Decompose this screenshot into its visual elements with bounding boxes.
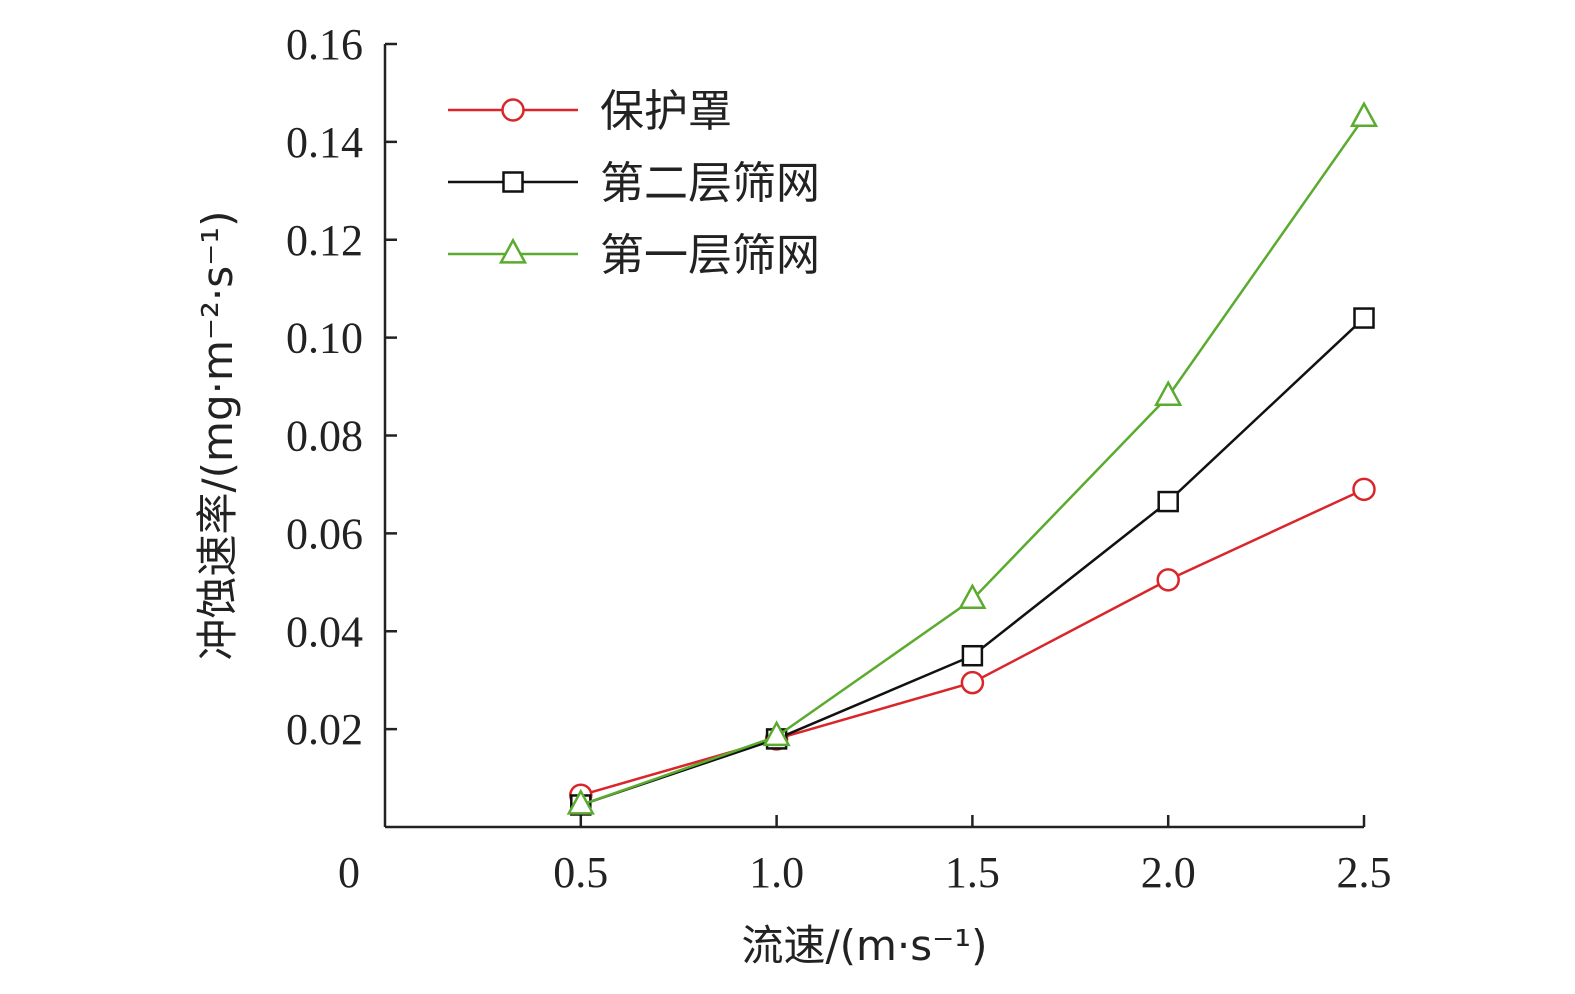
y-tick-label: 0.06: [286, 509, 363, 558]
legend-item: 第二层筛网: [448, 158, 820, 209]
data-point-square: [1353, 307, 1375, 329]
data-point-circle: [960, 670, 985, 695]
y-tick-label: 0.04: [286, 607, 363, 656]
origin-label: 0: [338, 848, 360, 897]
x-tick-label: 2.5: [1337, 848, 1392, 897]
x-tick-label: 1.0: [749, 848, 804, 897]
y-axis-title: 冲蚀速率/(mg·m⁻²·s⁻¹): [193, 210, 242, 660]
y-ticks: 0.02 0.04 0.06 0.08 0.10 0.12 0.14 0.16: [286, 20, 397, 754]
legend-item: 第一层筛网: [448, 230, 820, 281]
series-line: [580, 116, 1366, 807]
series-square: [570, 307, 1375, 816]
legend-item: 保护罩: [448, 86, 732, 137]
y-tick-label: 0.02: [286, 705, 363, 754]
x-tick-label: 1.5: [945, 848, 1000, 897]
series-line: [580, 488, 1365, 797]
x-ticks: 0.5 1.0 1.5 2.0 2.5: [553, 815, 1392, 897]
data-point-triangle: [762, 720, 791, 747]
data-point-square: [961, 644, 984, 667]
legend-label: 第一层筛网: [600, 230, 820, 281]
y-tick-label: 0.16: [286, 20, 363, 69]
series-line: [580, 317, 1365, 807]
series-triangle: [566, 101, 1379, 815]
data-point-triangle: [566, 788, 595, 815]
data-point-triangle: [498, 237, 528, 264]
data-point-square: [1157, 490, 1179, 513]
series-circle: [569, 477, 1376, 807]
y-tick-label: 0.14: [286, 118, 363, 167]
legend-label: 保护罩: [600, 86, 732, 137]
data-point-triangle: [1154, 380, 1183, 406]
data-point-circle: [1156, 568, 1180, 592]
x-tick-label: 2.0: [1141, 848, 1196, 897]
y-tick-label: 0.08: [286, 412, 363, 461]
data-point-triangle: [1349, 101, 1379, 128]
data-point-triangle: [958, 583, 987, 610]
x-tick-label: 0.5: [553, 848, 608, 897]
series-layer: [566, 101, 1379, 816]
data-point-circle: [1352, 477, 1376, 502]
data-point-circle: [501, 98, 525, 122]
x-axis-title: 流速/(m·s⁻¹): [741, 921, 987, 970]
y-tick-label: 0.12: [286, 216, 363, 265]
y-tick-label: 0.10: [286, 314, 363, 363]
data-point-square: [502, 171, 524, 193]
legend-label: 第二层筛网: [600, 158, 820, 209]
